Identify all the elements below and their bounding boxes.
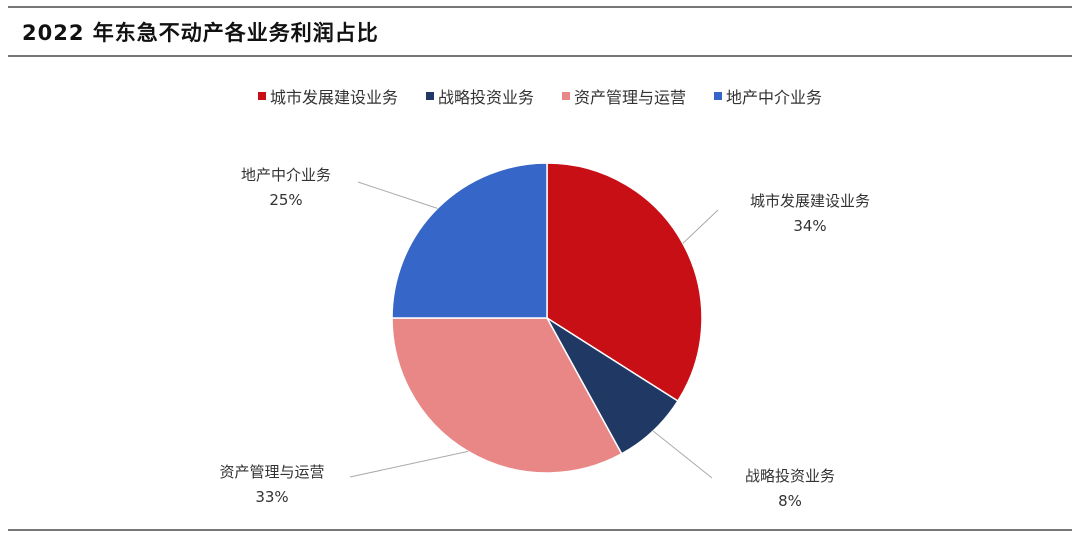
legend-label: 资产管理与运营	[574, 88, 687, 107]
slice-value-label: 33%	[255, 488, 288, 506]
pie-slice	[391, 317, 623, 474]
leader-line	[652, 430, 713, 479]
pie-slice	[391, 162, 548, 319]
slice-value-label: 8%	[778, 492, 802, 510]
slice-name-label: 地产中介业务	[241, 166, 331, 184]
legend-label: 城市发展建设业务	[269, 88, 398, 107]
legend-swatch	[562, 92, 570, 100]
legend-label: 地产中介业务	[726, 88, 823, 107]
slice-name-label: 资产管理与运营	[219, 463, 324, 481]
title-rule	[8, 55, 1072, 57]
legend-item: 城市发展建设业务	[257, 84, 398, 108]
legend-item: 地产中介业务	[714, 84, 822, 108]
top-rule	[8, 6, 1072, 8]
leader-line	[349, 450, 469, 478]
slice-value-label: 34%	[793, 217, 826, 235]
slice-name-label: 战略投资业务	[745, 467, 835, 485]
leader-line	[682, 209, 719, 244]
bottom-rule	[8, 529, 1072, 531]
legend-item: 战略投资业务	[425, 84, 534, 108]
chart-title: 2022 年东急不动产各业务利润占比	[22, 21, 379, 45]
legend-swatch	[425, 92, 434, 100]
legend-item: 资产管理与运营	[562, 84, 686, 108]
legend-swatch	[257, 92, 266, 100]
legend-swatch	[714, 92, 723, 100]
legend: 城市发展建设业务 战略投资业务 资产管理与运营 地产中介业务	[0, 84, 1080, 108]
slice-name-label: 城市发展建设业务	[750, 192, 870, 210]
legend-label: 战略投资业务	[437, 88, 534, 107]
leader-line	[357, 181, 438, 209]
slice-value-label: 25%	[269, 191, 302, 209]
